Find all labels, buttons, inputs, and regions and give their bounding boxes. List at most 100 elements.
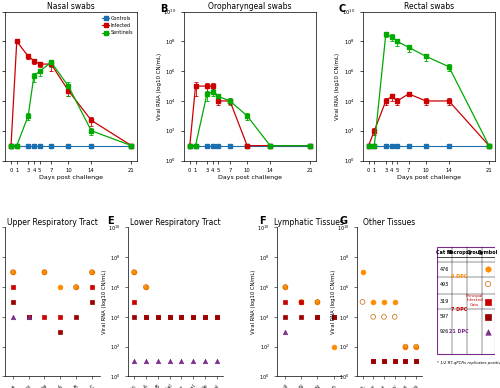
Point bbox=[189, 314, 197, 320]
Point bbox=[9, 314, 17, 320]
Text: Cat ID: Cat ID bbox=[436, 249, 452, 255]
Point bbox=[142, 314, 150, 320]
Point bbox=[178, 359, 186, 365]
Title: Oropharyngeal swabs: Oropharyngeal swabs bbox=[208, 2, 292, 11]
Text: C: C bbox=[338, 4, 346, 14]
Point bbox=[282, 284, 290, 290]
Point bbox=[154, 314, 162, 320]
Text: Symbol: Symbol bbox=[478, 249, 498, 255]
Point bbox=[56, 314, 64, 320]
Point bbox=[189, 314, 197, 320]
Point bbox=[24, 314, 32, 320]
Point bbox=[142, 314, 150, 320]
Point bbox=[130, 314, 138, 320]
Point bbox=[330, 314, 338, 320]
Point bbox=[40, 314, 48, 320]
Point bbox=[9, 284, 17, 290]
Text: * 1/2 RT-qPCRs replicates positive: * 1/2 RT-qPCRs replicates positive bbox=[437, 362, 500, 365]
Point bbox=[390, 314, 398, 320]
Point bbox=[298, 299, 306, 305]
Point bbox=[484, 299, 492, 305]
Point bbox=[88, 269, 96, 275]
Point bbox=[282, 284, 290, 290]
Point bbox=[282, 299, 290, 305]
Point bbox=[142, 284, 150, 290]
Title: Rectal swabs: Rectal swabs bbox=[404, 2, 454, 11]
Point bbox=[484, 281, 492, 287]
Point bbox=[402, 359, 409, 365]
Point bbox=[9, 269, 17, 275]
Point bbox=[213, 314, 221, 320]
Point bbox=[201, 314, 209, 320]
Point bbox=[380, 299, 388, 305]
X-axis label: Days post challenge: Days post challenge bbox=[39, 175, 103, 180]
Point bbox=[298, 299, 306, 305]
Text: G: G bbox=[339, 216, 347, 225]
Point bbox=[154, 359, 162, 365]
Point bbox=[380, 359, 388, 365]
Point bbox=[201, 314, 209, 320]
Point bbox=[88, 284, 96, 290]
Text: Principal
Infected
Cats: Principal Infected Cats bbox=[466, 294, 483, 307]
Point bbox=[330, 314, 338, 320]
Point bbox=[56, 329, 64, 335]
Text: Group: Group bbox=[466, 249, 483, 255]
Y-axis label: Viral RNA (log10 CN/mL): Viral RNA (log10 CN/mL) bbox=[102, 270, 106, 334]
Point bbox=[358, 299, 366, 305]
Text: 476: 476 bbox=[440, 267, 448, 272]
Text: 4 DPC: 4 DPC bbox=[451, 274, 467, 279]
Point bbox=[142, 359, 150, 365]
Point bbox=[412, 359, 420, 365]
Text: 319: 319 bbox=[440, 300, 448, 305]
Point bbox=[88, 269, 96, 275]
Text: 926: 926 bbox=[440, 329, 448, 334]
Point bbox=[412, 343, 420, 350]
Text: 493: 493 bbox=[440, 282, 448, 287]
Point bbox=[130, 269, 138, 275]
Legend: Controls, Infected, Sentinels: Controls, Infected, Sentinels bbox=[100, 14, 135, 37]
Text: B: B bbox=[160, 4, 168, 14]
Title: Nasal swabs: Nasal swabs bbox=[48, 2, 95, 11]
Point bbox=[178, 314, 186, 320]
Point bbox=[9, 269, 17, 275]
Point bbox=[380, 314, 388, 320]
Point bbox=[166, 314, 173, 320]
Point bbox=[213, 314, 221, 320]
Point bbox=[282, 314, 290, 320]
Point bbox=[24, 314, 32, 320]
Text: Necropsy: Necropsy bbox=[446, 249, 472, 255]
Point bbox=[390, 299, 398, 305]
Title: Upper Respiratory Tract: Upper Respiratory Tract bbox=[7, 218, 98, 227]
Point bbox=[72, 314, 80, 320]
Point bbox=[178, 314, 186, 320]
Point bbox=[166, 314, 173, 320]
Text: 597: 597 bbox=[440, 314, 448, 319]
Y-axis label: Viral RNA (log10 CN/mL): Viral RNA (log10 CN/mL) bbox=[156, 52, 162, 120]
Point bbox=[369, 299, 377, 305]
Point bbox=[40, 269, 48, 275]
Point bbox=[412, 359, 420, 365]
Title: Other Tissues: Other Tissues bbox=[363, 218, 416, 227]
Point bbox=[484, 266, 492, 272]
Point bbox=[402, 343, 409, 350]
Point bbox=[380, 359, 388, 365]
Point bbox=[369, 359, 377, 365]
Point bbox=[314, 314, 322, 320]
Point bbox=[314, 299, 322, 305]
Point bbox=[40, 269, 48, 275]
Point bbox=[213, 359, 221, 365]
X-axis label: Days post challenge: Days post challenge bbox=[397, 175, 461, 180]
Text: E: E bbox=[108, 216, 114, 225]
Point bbox=[56, 284, 64, 290]
Point bbox=[130, 299, 138, 305]
Y-axis label: Viral RNA (log10 CN/mL): Viral RNA (log10 CN/mL) bbox=[336, 52, 340, 120]
Text: F: F bbox=[259, 216, 266, 225]
Point bbox=[298, 314, 306, 320]
Title: Lower Respiratory Tract: Lower Respiratory Tract bbox=[130, 218, 220, 227]
Text: 7 DPC: 7 DPC bbox=[451, 307, 467, 312]
Point bbox=[130, 269, 138, 275]
Point bbox=[282, 329, 290, 335]
Point bbox=[402, 343, 409, 350]
Point bbox=[484, 329, 492, 335]
Point bbox=[330, 343, 338, 350]
